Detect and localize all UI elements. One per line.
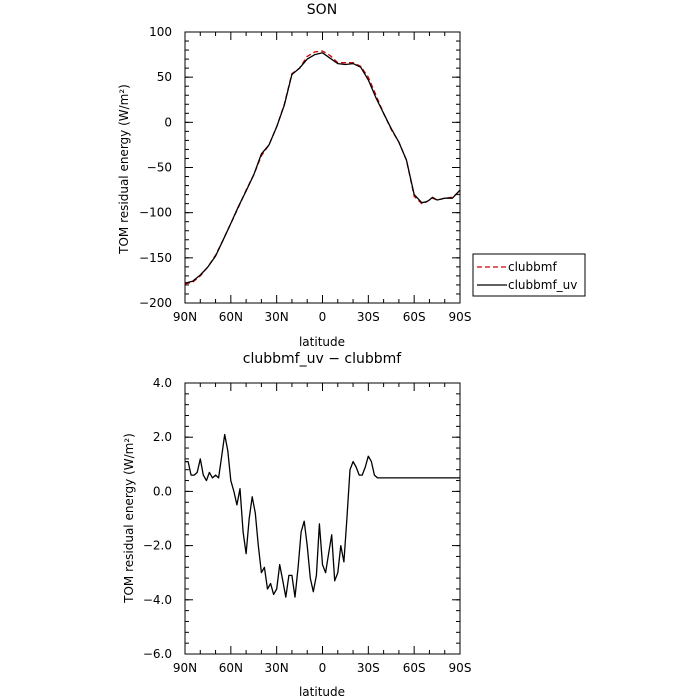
y-tick-label: −6.0 bbox=[143, 647, 172, 661]
x-tick-label: 30S bbox=[357, 661, 380, 675]
x-tick-label: 60S bbox=[403, 310, 426, 324]
x-tick-label: 60S bbox=[403, 661, 426, 675]
x-tick-label: 30N bbox=[265, 661, 289, 675]
legend-label-clubbmf-uv: clubbmf_uv bbox=[508, 278, 577, 292]
x-tick-label: 90S bbox=[449, 310, 472, 324]
y-tick-label: −4.0 bbox=[143, 593, 172, 607]
tick-group bbox=[184, 382, 461, 655]
y-axis-label: TOM residual energy (W/m²) bbox=[117, 84, 131, 255]
y-tick-label: −2.0 bbox=[143, 539, 172, 553]
y-tick-label: −150 bbox=[139, 251, 172, 265]
y-tick-label: 0 bbox=[164, 115, 172, 129]
tick-label-group: 90N 60N 30N 0 30S 60S 90S −6.0 −4.0 −2.0 0.0 2.0 4.0 bbox=[143, 376, 472, 675]
y-tick-label: 0.0 bbox=[153, 484, 172, 498]
x-tick-label: 30S bbox=[357, 310, 380, 324]
y-tick-label: 2.0 bbox=[153, 430, 172, 444]
tick-group bbox=[184, 31, 461, 304]
tick-label-group: 90N 60N 30N 0 30S 60S 90S −200 −150 −100 −50 0 50 100 bbox=[139, 25, 471, 324]
series-group bbox=[184, 50, 461, 285]
series-line-clubbmf-uv bbox=[184, 52, 461, 284]
panel-difference: clubbmf_uv − clubbmf latitude TOM residu… bbox=[122, 351, 471, 699]
x-tick-label: 60N bbox=[219, 310, 243, 324]
x-tick-label: 60N bbox=[219, 661, 243, 675]
y-tick-label: 50 bbox=[157, 70, 172, 84]
x-axis-label: latitude bbox=[299, 685, 345, 699]
y-axis-label: TOM residual energy (W/m²) bbox=[122, 433, 136, 604]
y-tick-label: −100 bbox=[139, 206, 172, 220]
plot-frame bbox=[184, 382, 461, 655]
x-axis-label: latitude bbox=[299, 335, 345, 349]
y-tick-label: −200 bbox=[139, 296, 172, 310]
panel-son: SON latitude TOM residual energy (W/m²) … bbox=[117, 2, 471, 349]
legend-label-clubbmf: clubbmf bbox=[508, 260, 557, 274]
legend-box bbox=[472, 253, 586, 297]
chart-title: SON bbox=[307, 2, 337, 18]
x-tick-label: 90N bbox=[173, 661, 197, 675]
plot-frame bbox=[184, 31, 461, 304]
series-group bbox=[185, 433, 460, 598]
series-line-clubbmf bbox=[184, 50, 461, 285]
y-tick-label: −50 bbox=[147, 161, 172, 175]
legend: clubbmf clubbmf_uv bbox=[472, 253, 586, 297]
x-tick-label: 30N bbox=[265, 310, 289, 324]
x-tick-label: 0 bbox=[319, 310, 327, 324]
x-tick-label: 90S bbox=[449, 661, 472, 675]
series-line-clubbmf-uv-clubbmf bbox=[185, 433, 460, 598]
y-tick-label: 100 bbox=[149, 25, 172, 39]
x-tick-label: 0 bbox=[319, 661, 327, 675]
y-tick-label: 4.0 bbox=[153, 376, 172, 390]
chart-title: clubbmf_uv − clubbmf bbox=[243, 351, 402, 367]
x-tick-label: 90N bbox=[173, 310, 197, 324]
